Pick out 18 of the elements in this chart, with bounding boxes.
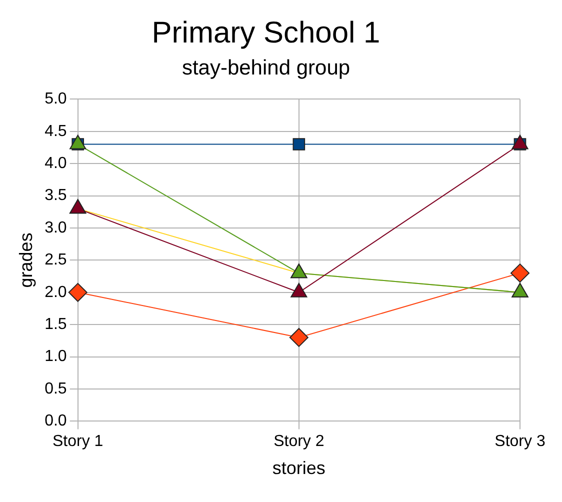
- x-axis-title: stories: [272, 458, 326, 478]
- y-tick-label: 1.5: [44, 316, 67, 334]
- chart-subtitle: stay-behind group: [182, 56, 350, 80]
- y-axis-title: grades: [16, 232, 36, 288]
- x-tick-label: Story 2: [274, 433, 324, 450]
- y-tick-label: 3.5: [44, 187, 67, 204]
- y-tick-label: 0.5: [44, 380, 67, 398]
- x-tick-label: Story 1: [52, 433, 104, 450]
- x-tick-label: Story 3: [494, 433, 546, 450]
- y-tick-label: 4.5: [44, 122, 67, 140]
- y-tick-label: 2.0: [44, 284, 67, 301]
- y-tick-label: 0.0: [44, 412, 67, 430]
- y-tick-label: 2.5: [44, 252, 67, 269]
- y-tick-label: 5.0: [44, 90, 67, 108]
- chart-title: Primary School 1: [152, 16, 380, 50]
- y-tick-label: 3.0: [44, 219, 67, 236]
- y-tick-label: 4.0: [44, 155, 67, 172]
- y-tick-label: 1.0: [44, 348, 67, 366]
